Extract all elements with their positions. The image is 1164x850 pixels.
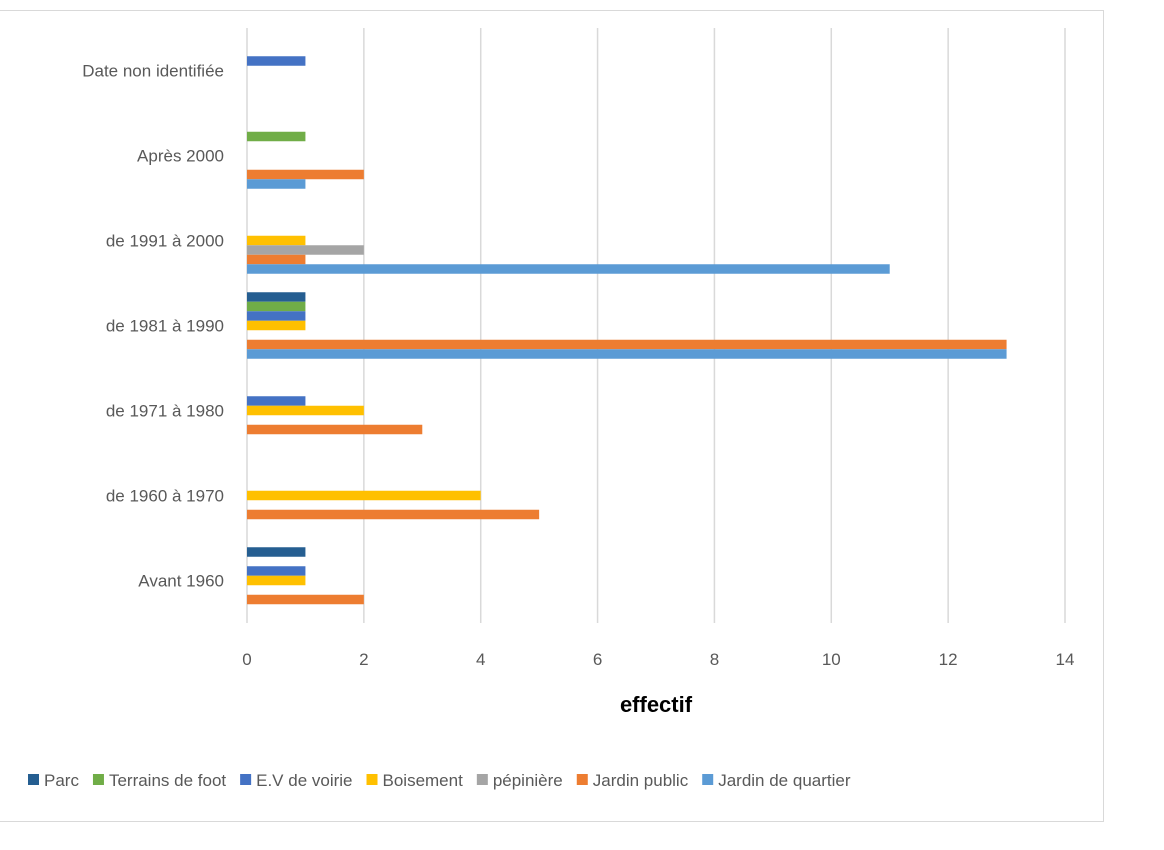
x-axis-ticks: 0 2 4 6 8 10 12 14 — [242, 650, 1074, 669]
bar-parc — [247, 292, 306, 302]
legend-swatch — [702, 774, 714, 785]
bar-e-v-de-voirie — [247, 311, 306, 321]
bar-jardin-public — [247, 254, 306, 265]
legend-label: Boisement — [383, 771, 464, 790]
bar-e-v-de-voirie — [247, 566, 306, 576]
legend-swatch — [28, 774, 39, 785]
bar-parc — [247, 547, 306, 557]
y-tick-label: Date non identifiée — [82, 62, 224, 81]
bar-boisement — [247, 405, 364, 416]
y-tick-label: de 1991 à 2000 — [106, 232, 224, 251]
bar-jardin-de-quartier — [247, 264, 890, 274]
legend-swatch — [476, 774, 488, 785]
bar-jardin-de-quartier — [247, 349, 1007, 359]
y-tick-label: Après 2000 — [137, 147, 224, 166]
bar-e-v-de-voirie — [247, 396, 306, 406]
legend: Parc Terrains de foot E.V de voirie Boiseme… — [28, 771, 851, 790]
chart-frame — [0, 10, 1104, 822]
bar-jardin-de-quartier — [247, 179, 306, 189]
bar-e-v-de-voirie — [247, 56, 306, 66]
x-tick-label: 8 — [710, 650, 719, 669]
x-tick-label: 10 — [822, 650, 841, 669]
bar-jardin-public — [247, 339, 1007, 350]
legend-label: Jardin de quartier — [718, 771, 851, 790]
legend-swatch — [576, 774, 588, 785]
x-tick-label: 2 — [359, 650, 368, 669]
gridlines — [246, 28, 1066, 623]
bar-jardin-public — [247, 594, 364, 605]
bar-jardin-public — [247, 424, 423, 435]
bar-boisement — [247, 575, 306, 586]
y-axis-labels: Date non identifiée Après 2000 de 1991 à 2… — [82, 62, 224, 591]
bar-boisement — [247, 320, 306, 331]
x-tick-label: 14 — [1056, 650, 1075, 669]
legend-label: Terrains de foot — [109, 771, 226, 790]
legend-swatch — [366, 774, 378, 785]
legend-label: pépinière — [493, 771, 563, 790]
y-tick-label: de 1971 à 1980 — [106, 402, 224, 421]
legend-swatch — [240, 774, 252, 785]
y-tick-label: de 1981 à 1990 — [106, 317, 224, 336]
legend-swatch — [92, 774, 104, 785]
x-tick-label: 12 — [939, 650, 958, 669]
bar-boisement — [247, 490, 481, 501]
bar-p-pini-re — [247, 245, 364, 255]
x-tick-label: 0 — [242, 650, 251, 669]
bar-terrains-de-foot — [247, 301, 306, 312]
x-axis-label: effectif — [620, 692, 693, 717]
bars — [247, 56, 1007, 605]
bar-boisement — [247, 235, 306, 246]
y-tick-label: de 1960 à 1970 — [106, 487, 224, 506]
legend-label: Parc — [44, 771, 79, 790]
bar-terrains-de-foot — [247, 131, 306, 142]
bar-jardin-public — [247, 169, 364, 180]
y-tick-label: Avant 1960 — [138, 572, 224, 591]
x-tick-label: 4 — [476, 650, 485, 669]
legend-label: E.V de voirie — [256, 771, 352, 790]
bar-jardin-public — [247, 509, 540, 520]
x-tick-label: 6 — [593, 650, 602, 669]
legend-label: Jardin public — [593, 771, 689, 790]
